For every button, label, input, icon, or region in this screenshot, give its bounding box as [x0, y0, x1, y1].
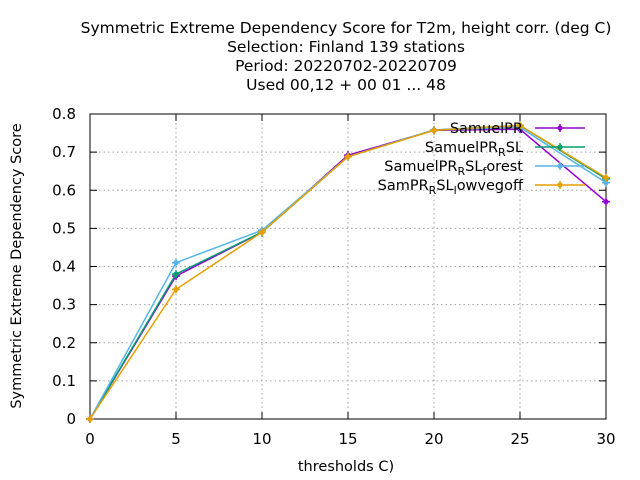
legend-item: SamuelPR — [450, 121, 585, 137]
data-point-dot — [173, 286, 179, 292]
x-tick-label: 5 — [171, 430, 181, 448]
plot-frame — [89, 113, 607, 420]
y-tick-label: 0.1 — [52, 372, 76, 390]
legend-label: SamPRRSLlowvegoff — [378, 178, 524, 197]
legend-label: SamuelPRRSL — [425, 140, 523, 159]
data-point-dot — [345, 154, 351, 160]
y-tick-label: 0.7 — [52, 143, 76, 161]
x-tick-label: 15 — [338, 430, 357, 448]
y-tick-label: 0.6 — [52, 181, 76, 199]
legend-label: SamuelPRRSLforest — [384, 159, 523, 178]
data-point-dot — [173, 271, 179, 277]
title-line-4: Used 00,12 + 00 01 ... 48 — [246, 76, 446, 94]
x-tick-label: 25 — [510, 430, 529, 448]
legend: SamuelPR SamuelPRRSLSamuelPRRSLforestSamP… — [378, 121, 585, 197]
chart-title: Symmetric Extreme Dependency Score for T… — [81, 19, 612, 94]
data-point-dot — [87, 416, 93, 422]
y-tick-label: 0.8 — [52, 105, 76, 123]
title-line-1: Symmetric Extreme Dependency Score for T… — [81, 19, 612, 37]
x-tick-label: 30 — [596, 430, 615, 448]
x-tick-label: 20 — [424, 430, 443, 448]
y-tick-label: 0.5 — [52, 219, 76, 237]
y-tick-label: 0.3 — [52, 296, 76, 314]
data-point-dot — [603, 199, 609, 205]
x-axis-label: thresholds C) — [298, 459, 394, 475]
x-tick-label: 0 — [85, 430, 95, 448]
x-tick-label: 10 — [252, 430, 271, 448]
title-line-2: Selection: Finland 139 stations — [227, 38, 465, 56]
data-point-dot — [431, 127, 437, 133]
legend-item: SamPRRSLlowvegoff — [378, 178, 585, 197]
axis-ticks: 0 5 10 15 20 25 30 0 0.1 0.2 0.3 0.4 0.5 0.6 0.7 0.8 — [52, 105, 615, 448]
legend-item: SamuelPRRSLforest — [384, 159, 585, 178]
series-SamuelPR — [86, 125, 610, 423]
y-tick-label: 0 — [66, 410, 76, 428]
y-tick-label: 0.2 — [52, 334, 76, 352]
series-group — [86, 121, 610, 423]
data-point-dot — [517, 122, 523, 129]
legend-label: SamuelPR — [450, 121, 523, 137]
data-point-dot — [603, 175, 609, 181]
title-line-3: Period: 20220702-20220709 — [235, 57, 457, 75]
y-tick-label: 0.4 — [52, 258, 76, 276]
y-axis-label: Symmetric Extreme Dependency Score — [9, 123, 25, 408]
legend-item: SamuelPRRSL — [425, 140, 585, 159]
data-point-dot — [173, 260, 179, 266]
data-point-dot — [259, 229, 265, 235]
series-SamPR_RSL_lowvegoff — [86, 121, 610, 423]
data-point-dot — [603, 180, 609, 186]
